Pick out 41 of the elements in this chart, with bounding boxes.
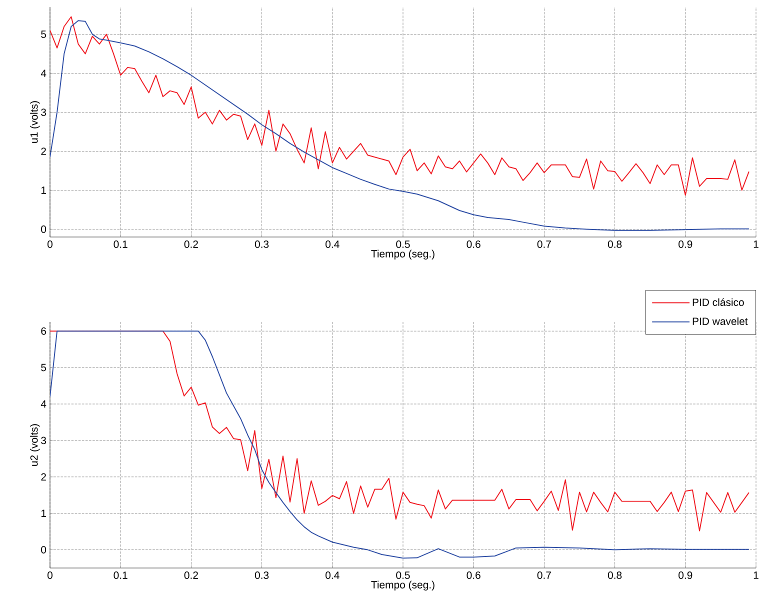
y-tick-label: 5: [41, 30, 46, 38]
x-axis-title: Tiempo (seg.): [371, 250, 434, 260]
y-tick-label: 0: [41, 546, 46, 554]
y-tick-label: 3: [41, 108, 46, 116]
y-tick-label: 1: [41, 510, 46, 517]
x-tick-label: 0.3: [254, 572, 269, 579]
x-tick-label: 0.5: [396, 572, 410, 579]
y-tick-label: 3: [41, 436, 46, 444]
x-tick-label: 0.1: [114, 572, 128, 579]
x-tick-label: 0.4: [326, 240, 340, 248]
legend-label: PID wavelet: [692, 317, 748, 326]
x-tick-label: 0.9: [678, 572, 692, 579]
x-axis-title: Tiempo (seg.): [371, 580, 434, 591]
x-tick-label: 0: [47, 572, 52, 579]
y-tick-label: 0: [41, 226, 46, 233]
x-tick-label: 0.4: [326, 572, 340, 579]
y-axis-title: u1 (volts): [30, 101, 40, 143]
y-tick-label: 2: [41, 473, 46, 481]
y-tick-label: 1: [41, 186, 46, 194]
y-tick-label: 6: [41, 327, 46, 335]
y-tick-label: 5: [41, 364, 46, 372]
x-tick-label: 0.3: [254, 240, 269, 248]
x-tick-label: 0.7: [537, 572, 551, 579]
x-tick-label: 0.6: [466, 572, 480, 579]
x-tick-label: 1: [754, 240, 758, 248]
x-tick-label: 0.1: [114, 240, 128, 248]
y-tick-label: 4: [40, 400, 46, 408]
x-tick-label: 0.7: [537, 240, 551, 248]
x-tick-label: 0.9: [678, 240, 692, 248]
y-tick-label: 2: [41, 148, 46, 155]
x-tick-label: 0.5: [396, 240, 410, 248]
y-axis-title: u2 (volts): [30, 424, 40, 466]
y-tick-label: 4: [40, 70, 46, 77]
x-tick-label: 0.8: [608, 240, 622, 248]
x-tick-label: 0: [47, 240, 52, 248]
x-tick-label: 0.2: [184, 240, 198, 248]
x-tick-label: 0.8: [608, 572, 622, 579]
x-tick-label: 0.2: [184, 572, 198, 579]
x-tick-label: 1: [754, 572, 758, 579]
legend-label: PID clásico: [692, 298, 744, 306]
x-tick-label: 0.6: [466, 240, 480, 248]
